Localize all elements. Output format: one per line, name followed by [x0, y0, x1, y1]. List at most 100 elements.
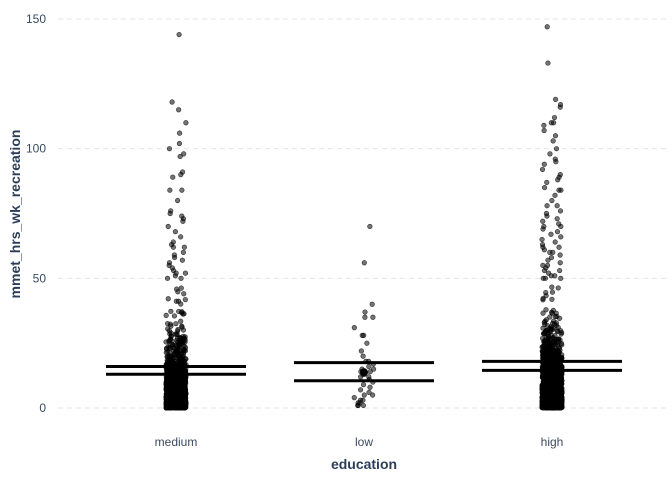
- data-point: [543, 335, 549, 341]
- data-point: [367, 369, 373, 375]
- data-point: [367, 223, 373, 230]
- data-point: [175, 375, 181, 381]
- data-point: [178, 301, 184, 307]
- data-point: [557, 267, 563, 274]
- data-point: [176, 130, 183, 136]
- data-point: [180, 360, 186, 366]
- data-point: [552, 273, 558, 279]
- data-point: [166, 328, 173, 334]
- data-point: [183, 120, 189, 126]
- data-point: [355, 402, 361, 409]
- data-point: [168, 308, 174, 314]
- data-point: [179, 187, 185, 193]
- data-point: [549, 289, 556, 295]
- data-point: [544, 179, 550, 185]
- data-point: [553, 146, 560, 152]
- data-point: [552, 133, 559, 139]
- data-point: [550, 348, 556, 354]
- data-point: [182, 270, 189, 276]
- data-point: [170, 244, 176, 250]
- data-point: [554, 229, 561, 235]
- data-point: [540, 310, 546, 316]
- data-point: [176, 140, 183, 147]
- data-point: [554, 203, 560, 209]
- data-point: [360, 382, 367, 388]
- data-point: [547, 151, 553, 157]
- y-tick-label: 50: [33, 271, 47, 285]
- data-point: [556, 187, 562, 193]
- data-point: [554, 313, 560, 320]
- data-point: [544, 203, 550, 209]
- data-point: [552, 192, 558, 198]
- data-point: [174, 197, 181, 204]
- data-point: [172, 229, 179, 235]
- x-axis-title: education: [331, 456, 397, 472]
- data-point: [549, 284, 555, 290]
- data-point: [542, 392, 548, 398]
- data-point: [174, 286, 180, 292]
- grid-layer: [58, 18, 668, 409]
- data-point: [552, 239, 558, 245]
- data-point: [547, 314, 553, 320]
- data-point: [546, 381, 552, 387]
- data-point: [182, 345, 189, 351]
- data-point: [182, 297, 188, 303]
- data-point: [366, 363, 372, 370]
- data-point: [548, 120, 554, 126]
- data-point: [358, 374, 364, 380]
- data-point: [361, 260, 367, 266]
- interval-low: [294, 361, 434, 383]
- data-point: [165, 296, 171, 302]
- point-group-high: [539, 24, 565, 411]
- data-point: [540, 226, 546, 232]
- data-point: [555, 393, 561, 399]
- data-point: [370, 366, 377, 372]
- data-point: [555, 177, 561, 183]
- data-point: [545, 60, 551, 66]
- data-point: [558, 234, 564, 240]
- data-point: [361, 392, 367, 398]
- data-point: [549, 310, 555, 316]
- data-point: [163, 349, 169, 356]
- data-point: [556, 244, 562, 250]
- data-point: [544, 327, 550, 333]
- data-point: [559, 330, 565, 336]
- data-point: [541, 161, 547, 167]
- data-point: [351, 395, 357, 401]
- data-point: [558, 275, 564, 281]
- data-point: [177, 153, 183, 160]
- data-point: [178, 172, 184, 178]
- data-point: [171, 313, 178, 319]
- data-point: [541, 127, 547, 134]
- data-point: [545, 257, 551, 263]
- data-point: [551, 114, 558, 121]
- data-point: [539, 396, 545, 402]
- data-point: [180, 327, 187, 333]
- data-point: [541, 184, 548, 191]
- points-layer: [163, 24, 565, 411]
- interval-high: [482, 359, 622, 372]
- data-point: [539, 236, 545, 243]
- data-point: [369, 301, 375, 307]
- data-point: [166, 146, 173, 152]
- data-point: [180, 218, 186, 224]
- x-tick-label: low: [355, 435, 373, 449]
- data-point: [543, 293, 549, 299]
- data-point: [544, 213, 550, 219]
- data-point: [544, 24, 550, 30]
- data-point: [182, 356, 189, 362]
- data-point: [178, 340, 185, 347]
- data-point: [550, 138, 556, 144]
- data-point: [180, 333, 186, 339]
- data-point: [164, 275, 171, 281]
- data-point: [165, 376, 171, 382]
- data-point: [548, 254, 555, 261]
- data-point: [170, 355, 176, 361]
- data-point: [178, 234, 184, 240]
- data-point: [181, 244, 187, 250]
- data-point: [176, 308, 182, 315]
- data-point: [554, 328, 560, 335]
- interval-medium: [106, 365, 246, 376]
- x-tick-label: medium: [155, 435, 198, 449]
